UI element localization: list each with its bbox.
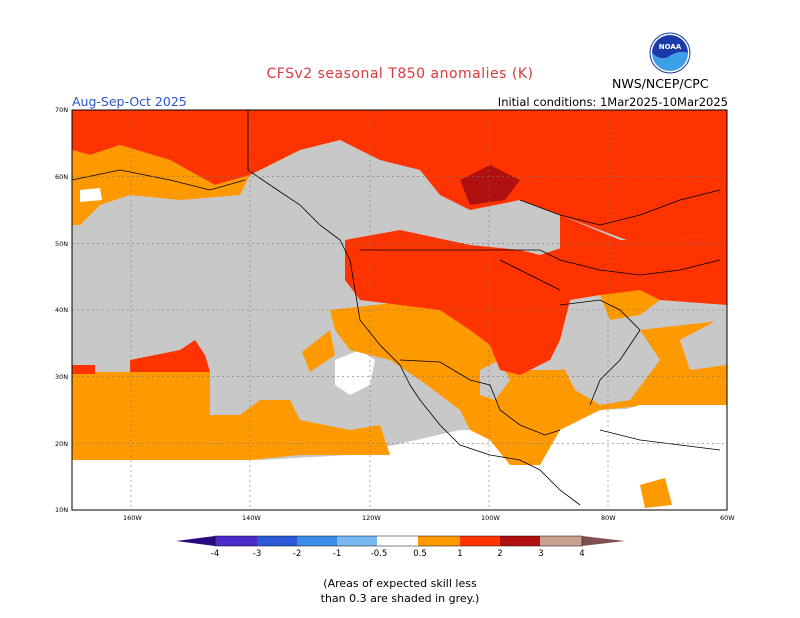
colorbar-segment xyxy=(500,536,540,546)
lat-label: 30N xyxy=(55,373,68,381)
lon-label: 80W xyxy=(601,514,616,522)
lon-label: 100W xyxy=(481,514,500,522)
colorbar-label: 1 xyxy=(457,549,462,559)
colorbar-arrow-left xyxy=(176,536,215,546)
colorbar-label: -1 xyxy=(333,549,341,559)
colorbar-label: 4 xyxy=(579,549,584,559)
lat-label: 40N xyxy=(55,306,68,314)
lat-label: 50N xyxy=(55,240,68,248)
colorbar-label: -4 xyxy=(211,549,219,559)
colorbar-arrow-right xyxy=(582,536,625,546)
colorbar-segment xyxy=(377,536,418,546)
colorbar-segment xyxy=(297,536,337,546)
lat-label: 70N xyxy=(55,106,68,114)
colorbar-segment xyxy=(540,536,582,546)
lon-label: 140W xyxy=(242,514,261,522)
colorbar-label: 3 xyxy=(538,549,543,559)
colorbar-segment xyxy=(460,536,500,546)
lat-label: 60N xyxy=(55,173,68,181)
colorbar-segment xyxy=(215,536,257,546)
colorbar-label: -2 xyxy=(293,549,301,559)
lon-label: 160W xyxy=(123,514,142,522)
lon-label: 120W xyxy=(362,514,381,522)
season-label: Aug-Sep-Oct 2025 xyxy=(72,94,187,109)
noaa-logo-icon: NOAA xyxy=(649,32,691,74)
svg-text:NOAA: NOAA xyxy=(659,43,682,51)
agency-label: NWS/NCEP/CPC xyxy=(612,76,709,91)
colorbar-label: -3 xyxy=(253,549,261,559)
coastlines xyxy=(71,110,721,506)
graticule xyxy=(72,110,727,510)
skill-note-line: (Areas of expected skill less xyxy=(323,577,477,590)
skill-note-line: than 0.3 are shaded in grey.) xyxy=(320,592,480,605)
map-frame xyxy=(71,109,728,511)
colorbar-segment xyxy=(418,536,460,546)
colorbar-label: 2 xyxy=(497,549,502,559)
lon-labels: 160W 140W 120W 100W 80W 60W xyxy=(123,514,735,522)
colorbar-segment xyxy=(337,536,377,546)
colorbar-label: -0.5 xyxy=(371,549,388,559)
colorbar: -4 -3 -2 -1 -0.5 0.5 1 2 3 4 xyxy=(176,535,625,559)
map-title: CFSv2 seasonal T850 anomalies (K) xyxy=(266,66,534,82)
lat-labels: 70N 60N 50N 40N 30N 20N 10N xyxy=(55,106,68,514)
lon-label: 60W xyxy=(720,514,735,522)
colorbar-segment xyxy=(257,536,297,546)
skill-note: (Areas of expected skill less than 0.3 a… xyxy=(0,576,800,606)
colorbar-label: 0.5 xyxy=(413,549,427,559)
initial-conditions-label: Initial conditions: 1Mar2025-10Mar2025 xyxy=(497,95,728,109)
lat-label: 10N xyxy=(55,506,68,514)
lat-label: 20N xyxy=(55,440,68,448)
